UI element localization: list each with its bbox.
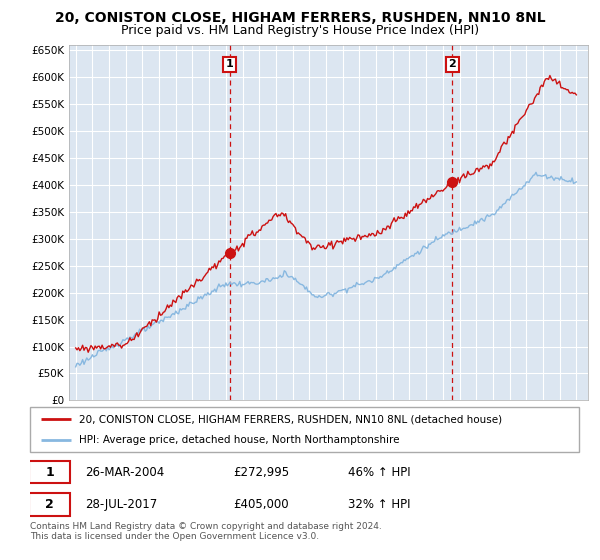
Text: Price paid vs. HM Land Registry's House Price Index (HPI): Price paid vs. HM Land Registry's House … bbox=[121, 24, 479, 36]
Text: £405,000: £405,000 bbox=[233, 498, 289, 511]
FancyBboxPatch shape bbox=[29, 493, 70, 516]
Text: 46% ↑ HPI: 46% ↑ HPI bbox=[349, 465, 411, 478]
Text: 20, CONISTON CLOSE, HIGHAM FERRERS, RUSHDEN, NN10 8NL: 20, CONISTON CLOSE, HIGHAM FERRERS, RUSH… bbox=[55, 11, 545, 25]
FancyBboxPatch shape bbox=[29, 461, 70, 483]
Text: £272,995: £272,995 bbox=[233, 465, 289, 478]
Text: 1: 1 bbox=[45, 465, 54, 478]
Text: Contains HM Land Registry data © Crown copyright and database right 2024.
This d: Contains HM Land Registry data © Crown c… bbox=[30, 522, 382, 542]
Text: 32% ↑ HPI: 32% ↑ HPI bbox=[349, 498, 411, 511]
Text: 20, CONISTON CLOSE, HIGHAM FERRERS, RUSHDEN, NN10 8NL (detached house): 20, CONISTON CLOSE, HIGHAM FERRERS, RUSH… bbox=[79, 414, 503, 424]
Text: 28-JUL-2017: 28-JUL-2017 bbox=[85, 498, 157, 511]
Text: 26-MAR-2004: 26-MAR-2004 bbox=[85, 465, 164, 478]
Text: 2: 2 bbox=[45, 498, 54, 511]
FancyBboxPatch shape bbox=[30, 407, 579, 452]
Text: 1: 1 bbox=[226, 59, 233, 69]
Text: HPI: Average price, detached house, North Northamptonshire: HPI: Average price, detached house, Nort… bbox=[79, 435, 400, 445]
Text: 2: 2 bbox=[449, 59, 457, 69]
